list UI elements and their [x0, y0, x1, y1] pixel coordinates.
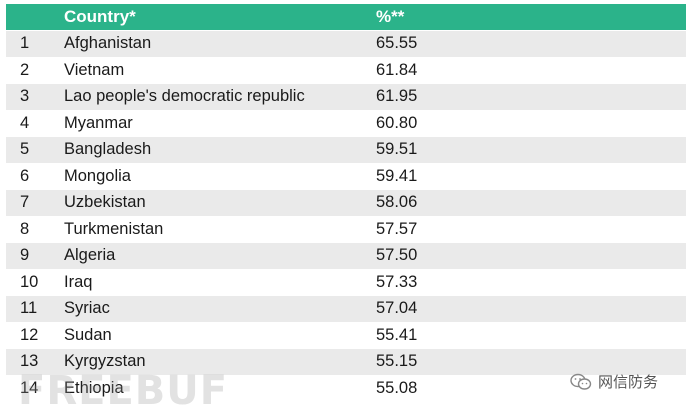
row-rank: 1: [20, 34, 30, 53]
header-country: Country*: [64, 7, 136, 26]
table-row: 6 Mongolia 59.41: [6, 163, 686, 190]
row-country: Myanmar: [64, 113, 133, 132]
row-percent: 65.55: [376, 34, 418, 53]
row-country: Uzbekistan: [64, 193, 146, 212]
row-country: Ethiopia: [64, 378, 124, 397]
row-rank: 14: [20, 378, 39, 397]
row-country: Lao people's democratic republic: [64, 87, 305, 106]
table-row: 2 Vietnam 61.84: [6, 57, 686, 84]
wechat-icon: [570, 373, 592, 390]
row-country: Bangladesh: [64, 140, 152, 159]
row-rank: 5: [20, 140, 30, 159]
header-percent: %**: [376, 7, 405, 26]
table-row: 7 Uzbekistan 58.06: [6, 190, 686, 217]
country-table: Country* %** 1 Afghanistan 65.55 2 Vietnam 61…: [6, 4, 686, 402]
table-row: 9 Algeria 57.50: [6, 243, 686, 270]
row-percent: 61.95: [376, 87, 418, 106]
row-country: Afghanistan: [64, 34, 152, 53]
row-rank: 10: [20, 272, 39, 291]
row-rank: 8: [20, 219, 30, 238]
row-percent: 58.06: [376, 193, 418, 212]
row-country: Iraq: [64, 272, 93, 291]
row-country: Sudan: [64, 325, 112, 344]
row-percent: 55.15: [376, 352, 418, 371]
row-rank: 13: [20, 352, 39, 371]
row-percent: 60.80: [376, 113, 418, 132]
row-country: Turkmenistan: [64, 219, 164, 238]
table-row: 5 Bangladesh 59.51: [6, 137, 686, 164]
table-row: 10 Iraq 57.33: [6, 269, 686, 296]
table-row: 11 Syriac 57.04: [6, 296, 686, 323]
row-rank: 7: [20, 193, 30, 212]
wechat-account-name: 网信防务: [598, 373, 659, 391]
row-country: Kyrgyzstan: [64, 352, 146, 371]
row-rank: 12: [20, 325, 39, 344]
row-rank: 6: [20, 166, 30, 185]
table-row: 4 Myanmar 60.80: [6, 110, 686, 137]
row-rank: 3: [20, 87, 30, 106]
row-percent: 55.41: [376, 325, 418, 344]
row-percent: 57.57: [376, 219, 418, 238]
table-row: 14 Ethiopia 55.08: [6, 375, 686, 402]
wechat-watermark: 网信防务: [570, 371, 658, 392]
row-percent: 57.50: [376, 246, 418, 265]
table-row: 3 Lao people's democratic republic 61.95: [6, 84, 686, 111]
row-percent: 61.84: [376, 60, 418, 79]
row-country: Syriac: [64, 299, 110, 318]
table-row: 8 Turkmenistan 57.57: [6, 216, 686, 243]
row-country: Algeria: [64, 246, 116, 265]
row-rank: 9: [20, 246, 30, 265]
row-percent: 55.08: [376, 378, 418, 397]
row-percent: 57.33: [376, 272, 418, 291]
table-header: Country* %**: [6, 4, 686, 31]
row-rank: 4: [20, 113, 30, 132]
row-percent: 57.04: [376, 299, 418, 318]
table-row: 1 Afghanistan 65.55: [6, 31, 686, 58]
table-row: 12 Sudan 55.41: [6, 322, 686, 349]
row-rank: 11: [20, 299, 38, 318]
row-rank: 2: [20, 60, 30, 79]
row-percent: 59.41: [376, 166, 418, 185]
row-country: Vietnam: [64, 60, 125, 79]
row-percent: 59.51: [376, 140, 418, 159]
row-country: Mongolia: [64, 166, 131, 185]
table-body: 1 Afghanistan 65.55 2 Vietnam 61.84 3 Lao peopl…: [6, 31, 686, 402]
table-row: 13 Kyrgyzstan 55.15: [6, 349, 686, 376]
